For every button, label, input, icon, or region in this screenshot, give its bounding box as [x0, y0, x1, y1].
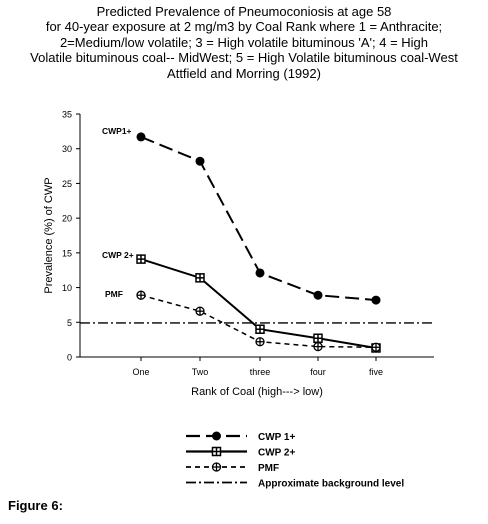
x-tick-label: four: [310, 367, 326, 377]
x-tick-label: One: [132, 367, 149, 377]
series-layer: CWP1+ CWP 2+ PMF: [102, 126, 381, 353]
legend-label: PMF: [258, 463, 279, 474]
y-tick-label: 30: [62, 144, 72, 154]
x-tick-label: Two: [192, 367, 209, 377]
chart-title-line: for 40-year exposure at 2 mg/m3 by Coal …: [45, 19, 443, 35]
marker-dot: [255, 268, 265, 278]
chart-title-line: Predicted Prevalence of Pneumoconiosis a…: [96, 4, 392, 19]
marker-dot: [136, 132, 146, 142]
x-tick-label: three: [250, 367, 271, 377]
marker-dot: [313, 290, 323, 300]
y-tick-label: 35: [62, 110, 72, 120]
data-point: [136, 290, 146, 300]
legend-item: Approximate background level: [186, 479, 404, 490]
legend-swatch-marker: [211, 462, 222, 472]
data-point: [136, 132, 146, 142]
series-0: CWP1+: [102, 126, 381, 305]
marker-dot: [212, 431, 221, 441]
series-inline-label: CWP1+: [102, 126, 132, 136]
series-inline-label: CWP 2+: [102, 250, 134, 260]
y-tick-label: 20: [62, 214, 72, 224]
data-point: [371, 342, 381, 352]
legend-item: CWP 1+: [186, 431, 295, 443]
legend-label: CWP 2+: [258, 448, 295, 459]
y-tick-label: 15: [62, 248, 72, 258]
legend-item: PMF: [186, 462, 279, 474]
y-tick-label: 25: [62, 179, 72, 189]
data-point: [371, 295, 381, 305]
chart-title-line: Volatile bituminous coal-- MidWest; 5 = …: [30, 50, 458, 66]
legend-label: CWP 1+: [258, 432, 295, 443]
data-point: [195, 273, 205, 283]
marker-dot: [195, 156, 205, 166]
data-point: [313, 333, 323, 344]
data-point: [136, 254, 146, 264]
x-tick-label: five: [369, 367, 383, 377]
chart-legend: CWP 1+ CWP 2+ PMF Approximate background le…: [186, 431, 404, 490]
data-point: [195, 156, 205, 166]
data-point: [255, 337, 265, 347]
legend-swatch-marker: [212, 431, 221, 441]
series-1: CWP 2+: [102, 250, 381, 353]
y-axis-label: Prevalence (%) of CWP: [43, 177, 55, 293]
marker-dot: [371, 295, 381, 305]
figure-caption: Figure 6:: [8, 498, 63, 513]
chart-title: Predicted Prevalence of Pneumoconiosis a…: [0, 4, 488, 81]
chart-title-line: Attfield and Morring (1992): [167, 65, 321, 81]
chart-axes: 0 5 10 15 20 25 30 35 One Two three four five Rank of…: [43, 110, 434, 398]
legend-swatch-marker: [211, 446, 222, 457]
data-point: [255, 324, 265, 334]
y-tick-label: 10: [62, 283, 72, 293]
data-point: [195, 306, 205, 316]
series-2: PMF: [105, 289, 381, 352]
data-point: [313, 341, 323, 352]
data-point: [255, 268, 265, 278]
series-inline-label: PMF: [105, 289, 123, 299]
data-point: [313, 290, 323, 300]
y-tick-label: 5: [67, 318, 72, 328]
y-tick-label: 0: [67, 353, 72, 363]
legend-label: Approximate background level: [258, 479, 404, 490]
legend-item: CWP 2+: [186, 446, 295, 459]
chart-title-line: 2=Medium/low volatile; 3 = High volatile…: [59, 34, 429, 50]
x-axis-label: Rank of Coal (high---> low): [191, 386, 323, 398]
